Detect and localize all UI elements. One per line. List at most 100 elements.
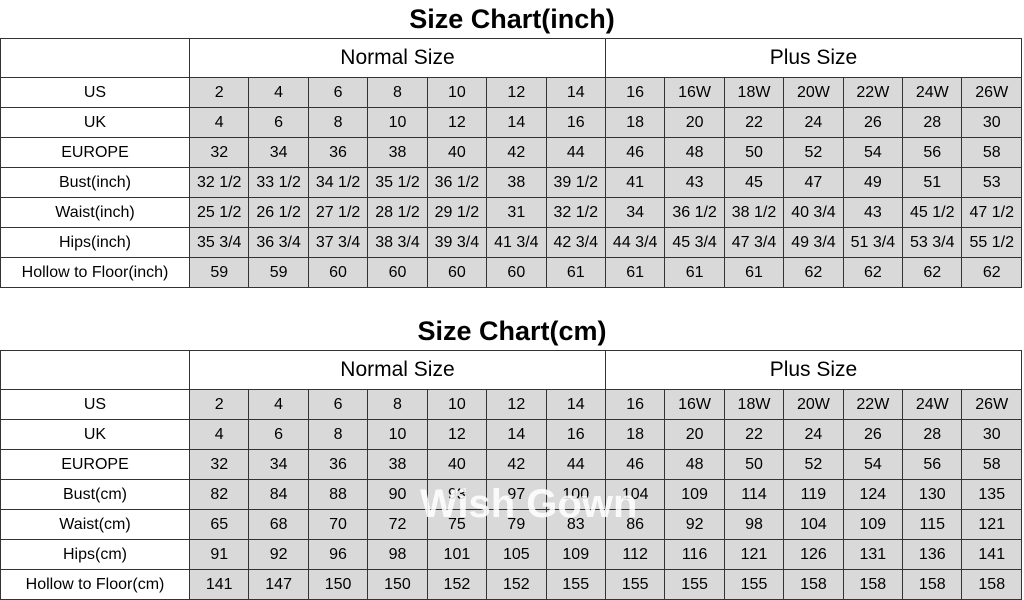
size-value-cell: 152	[426, 569, 488, 600]
size-value-cell: 119	[783, 479, 844, 510]
size-value-cell: 124	[842, 479, 904, 510]
size-value-cell: 46	[604, 137, 666, 168]
size-value-cell: 75	[426, 509, 488, 540]
size-value-cell: 109	[545, 539, 606, 570]
size-value-cell: 34	[604, 197, 666, 228]
size-value-cell: 147	[248, 569, 309, 600]
row-label: Hips(inch)	[0, 227, 190, 258]
size-value-cell: 115	[902, 509, 963, 540]
size-value-cell: 26	[842, 107, 904, 138]
size-value-cell: 155	[545, 569, 606, 600]
plus-size-header: Plus Size	[604, 350, 1023, 390]
size-value-cell: 48	[664, 137, 725, 168]
group-header-row: Normal Size Plus Size	[0, 350, 1023, 390]
size-value-cell: 28	[902, 419, 963, 450]
size-value-cell: 45 3/4	[664, 227, 725, 258]
size-value-cell: 20	[664, 419, 725, 450]
table-row: Hollow to Floor(inch) 59 59 60 60 60 60 61 61 61 6…	[0, 257, 1022, 288]
size-value-cell: 61	[604, 257, 666, 288]
empty-corner-cell	[0, 38, 190, 78]
size-value-cell: 24	[783, 107, 844, 138]
size-value-cell: 86	[604, 509, 666, 540]
size-value-cell: 70	[307, 509, 369, 540]
size-value-cell: 79	[486, 509, 547, 540]
size-value-cell: 32 1/2	[188, 167, 250, 198]
row-label: Bust(cm)	[0, 479, 190, 510]
size-value-cell: 46	[604, 449, 666, 480]
plus-size-header: Plus Size	[604, 38, 1023, 78]
size-value-cell: 91	[188, 539, 250, 570]
row-label: Hollow to Floor(cm)	[0, 569, 190, 600]
size-value-cell: 12	[426, 419, 488, 450]
size-value-cell: 53 3/4	[902, 227, 963, 258]
size-value-cell: 60	[486, 257, 547, 288]
size-value-cell: 26	[842, 419, 904, 450]
size-value-cell: 8	[367, 389, 428, 420]
size-value-cell: 98	[723, 509, 785, 540]
size-value-cell: 158	[842, 569, 904, 600]
size-value-cell: 8	[307, 419, 369, 450]
size-value-cell: 36	[307, 449, 369, 480]
size-value-cell: 16W	[664, 77, 725, 108]
row-label: UK	[0, 419, 190, 450]
size-value-cell: 116	[664, 539, 725, 570]
size-value-cell: 121	[961, 509, 1022, 540]
size-value-cell: 51	[902, 167, 963, 198]
size-value-cell: 34 1/2	[307, 167, 369, 198]
table-row: EUROPE 32 34 36 38 40 42 44 46 48 50 52 54 56 58	[0, 449, 1022, 480]
size-value-cell: 41 3/4	[486, 227, 547, 258]
chart-title: Size Chart(inch)	[409, 4, 615, 34]
size-value-cell: 155	[604, 569, 666, 600]
size-value-cell: 4	[188, 107, 250, 138]
empty-corner-cell	[0, 350, 190, 390]
size-value-cell: 34	[248, 137, 309, 168]
size-value-cell: 16	[604, 389, 666, 420]
size-value-cell: 40	[426, 137, 488, 168]
table-row: UK 4 6 8 10 12 14 16 18 20 22 24 26 28 30	[0, 107, 1022, 138]
size-table: Normal Size Plus Size US 2 4 6 8 10 12 14 16 16W 18W…	[0, 350, 1023, 600]
size-value-cell: 35 3/4	[188, 227, 250, 258]
size-value-cell: 35 1/2	[367, 167, 428, 198]
size-value-cell: 24W	[902, 77, 963, 108]
size-value-cell: 155	[723, 569, 785, 600]
size-value-cell: 135	[961, 479, 1022, 510]
size-value-cell: 126	[783, 539, 844, 570]
size-value-cell: 25 1/2	[188, 197, 250, 228]
size-value-cell: 68	[248, 509, 309, 540]
size-value-cell: 114	[723, 479, 785, 510]
size-value-cell: 59	[188, 257, 250, 288]
size-value-cell: 61	[545, 257, 606, 288]
size-value-cell: 20W	[783, 389, 844, 420]
size-value-cell: 51 3/4	[842, 227, 904, 258]
size-value-cell: 83	[545, 509, 606, 540]
size-value-cell: 40	[426, 449, 488, 480]
size-value-cell: 141	[188, 569, 250, 600]
size-value-cell: 52	[783, 137, 844, 168]
size-value-cell: 31	[486, 197, 547, 228]
size-chart-inch: Size Chart(inch) Normal Size Plus Size US 2 4…	[0, 0, 1024, 288]
size-value-cell: 59	[248, 257, 309, 288]
size-value-cell: 158	[902, 569, 963, 600]
size-value-cell: 16	[604, 77, 666, 108]
size-value-cell: 4	[248, 389, 309, 420]
size-value-cell: 32	[188, 449, 250, 480]
size-value-cell: 2	[188, 77, 250, 108]
size-value-cell: 40 3/4	[783, 197, 844, 228]
size-value-cell: 62	[961, 257, 1022, 288]
size-value-cell: 47 3/4	[723, 227, 785, 258]
size-value-cell: 50	[723, 449, 785, 480]
size-value-cell: 18W	[723, 77, 785, 108]
size-value-cell: 24W	[902, 389, 963, 420]
size-value-cell: 32 1/2	[545, 197, 606, 228]
size-value-cell: 38	[367, 137, 428, 168]
size-value-cell: 96	[307, 539, 369, 570]
size-value-cell: 10	[426, 389, 488, 420]
size-value-cell: 22W	[842, 389, 904, 420]
size-value-cell: 158	[961, 569, 1022, 600]
size-value-cell: 39 1/2	[545, 167, 606, 198]
size-value-cell: 27 1/2	[307, 197, 369, 228]
row-label: EUROPE	[0, 137, 190, 168]
size-value-cell: 150	[307, 569, 369, 600]
size-value-cell: 60	[426, 257, 488, 288]
size-value-cell: 4	[248, 77, 309, 108]
